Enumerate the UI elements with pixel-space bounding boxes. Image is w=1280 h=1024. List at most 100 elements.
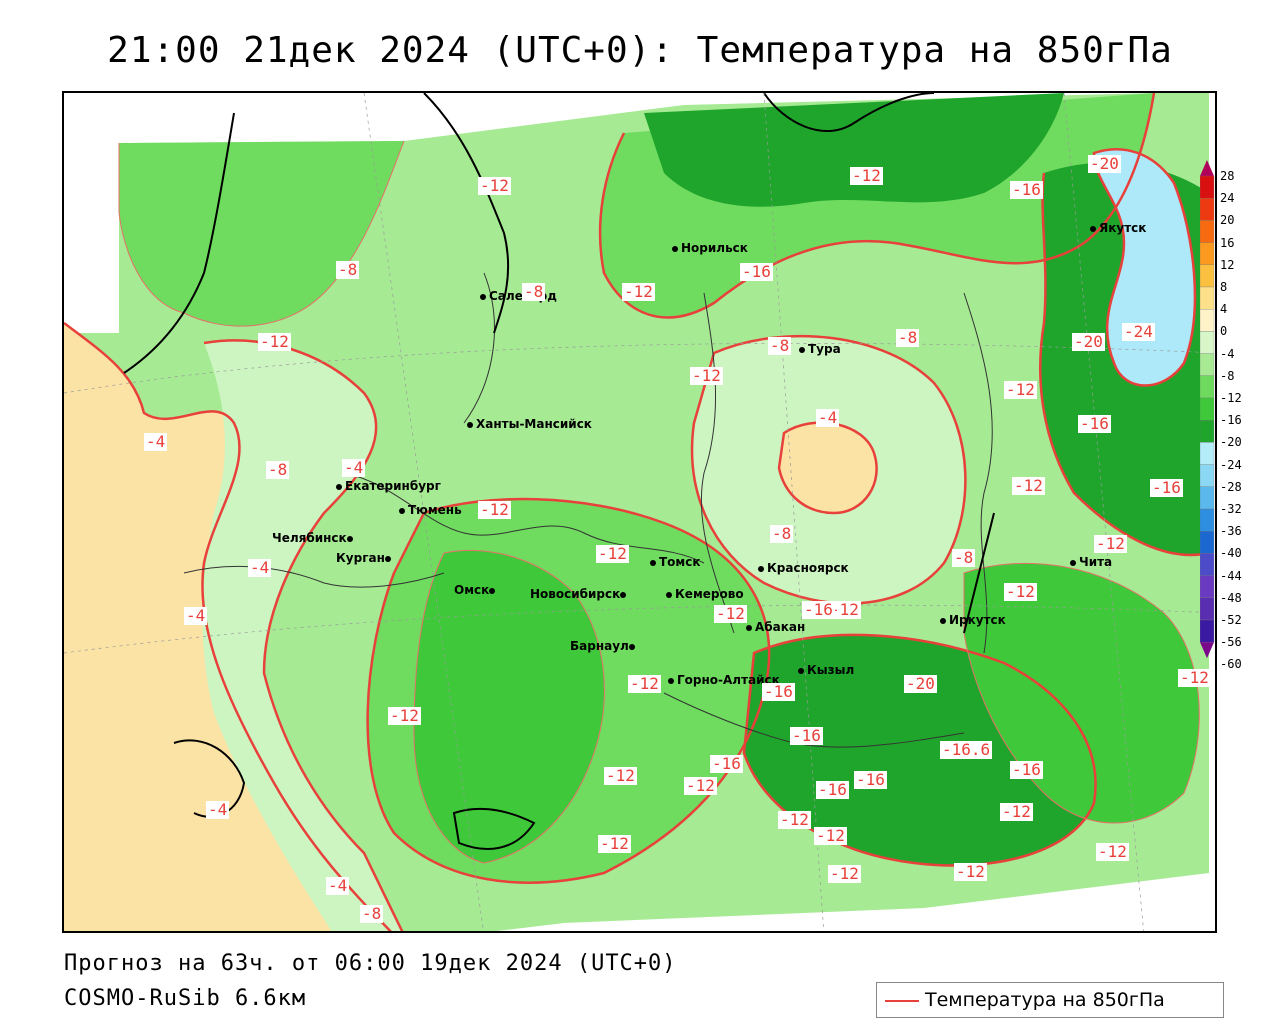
colorbar-swatch xyxy=(1200,442,1215,465)
colorbar xyxy=(1200,160,1215,659)
temp-label: -4 xyxy=(342,458,366,477)
map-frame[interactable]: Норильск Якутск Салехард Тура Ханты-Манс… xyxy=(62,91,1217,933)
legend: Температура на 850гПа xyxy=(876,982,1224,1018)
mid-green-west-siberia xyxy=(414,550,605,863)
temp-label: -12 xyxy=(814,826,847,845)
temp-label: -12 xyxy=(598,834,631,853)
temp-label: -12 xyxy=(714,604,747,623)
city-novosibirsk: Новосибирск xyxy=(530,587,629,601)
temp-label: -16 xyxy=(790,726,823,745)
colorbar-tick-label: -32 xyxy=(1220,502,1242,516)
temp-label: -8 xyxy=(768,336,792,355)
temp-label: -12 xyxy=(258,332,291,351)
very-light-green-band xyxy=(202,340,403,931)
colorbar-tick-label: -20 xyxy=(1220,435,1242,450)
city-khanty-mansiysk: Ханты-Мансийск xyxy=(467,417,592,431)
temp-label: -8 xyxy=(360,904,384,923)
city-chita: Чита xyxy=(1070,555,1112,569)
temp-label: -12 xyxy=(1004,582,1037,601)
city-marker-icon xyxy=(799,346,805,353)
colorbar-swatch xyxy=(1200,420,1215,443)
legend-line-swatch xyxy=(885,1000,919,1002)
city-barnaul: Барнаул xyxy=(570,639,638,653)
colorbar-tick-label: 16 xyxy=(1220,235,1235,250)
colorbar-tick-label: -4 xyxy=(1220,346,1235,361)
colorbar-tick-label: -8 xyxy=(1220,368,1235,383)
city-chelyabinsk: Челябинск xyxy=(272,531,356,545)
colorbar-tick-label: -40 xyxy=(1220,546,1242,561)
warm-zone-central xyxy=(779,422,877,513)
cold-zone-yakutsk xyxy=(1094,149,1195,386)
temp-label: -16 xyxy=(710,754,743,773)
city-marker-icon xyxy=(628,643,635,650)
temp-label: -12 xyxy=(1178,668,1211,687)
temp-label: -12 xyxy=(1012,476,1045,495)
city-yakutsk: Якутск xyxy=(1090,221,1146,235)
city-irkutsk: Иркутск xyxy=(940,613,1006,627)
temp-label: -12 xyxy=(1096,842,1129,861)
city-marker-icon xyxy=(746,624,752,631)
colorbar-tick-label: 20 xyxy=(1220,213,1235,228)
temp-label: -12 xyxy=(604,766,637,785)
temp-label: -16 xyxy=(816,780,849,799)
city-marker-icon xyxy=(1090,225,1096,232)
temp-label: -12 xyxy=(828,864,861,883)
colorbar-tick-label: -52 xyxy=(1220,613,1242,627)
temp-label: -4 xyxy=(144,432,168,451)
colorbar-tick-label: -44 xyxy=(1220,568,1242,583)
colorbar-swatch xyxy=(1200,531,1215,554)
temp-label: -12 xyxy=(1000,802,1033,821)
colorbar-tick-label: -16 xyxy=(1220,413,1242,428)
colorbar-swatch xyxy=(1200,508,1215,532)
legend-label: Температура на 850гПа xyxy=(925,989,1165,1011)
temp-label: -8 xyxy=(266,460,290,479)
city-marker-icon xyxy=(467,421,473,428)
temp-label: -12 xyxy=(1004,380,1037,399)
colorbar-swatch xyxy=(1200,286,1215,310)
temp-label: -16 xyxy=(740,262,773,281)
city-yekaterinburg: Екатеринбург xyxy=(336,479,441,493)
colorbar-tick-label: -60 xyxy=(1220,657,1242,672)
temp-label: -12 xyxy=(628,674,661,693)
city-tura: Тура xyxy=(799,342,841,356)
temp-label: -12 xyxy=(850,166,883,185)
city-marker-icon xyxy=(346,535,353,542)
colorbar-tick-label: 0 xyxy=(1220,324,1228,339)
city-omsk: Омск xyxy=(454,583,498,597)
colorbar-arrow-bottom xyxy=(1200,642,1214,659)
colorbar-tick-label: -36 xyxy=(1220,524,1242,539)
temp-label: -8 xyxy=(522,282,546,301)
temp-label: -12 xyxy=(478,500,511,519)
city-marker-icon xyxy=(650,559,656,566)
colorbar-tick-label: -56 xyxy=(1220,635,1242,650)
thin-contours xyxy=(118,140,1200,864)
colorbar-swatch xyxy=(1200,375,1215,399)
colorbar-tick-label: -48 xyxy=(1220,590,1242,605)
temp-label: -8 xyxy=(770,524,794,543)
temperature-contours xyxy=(64,93,1210,931)
colorbar-swatch xyxy=(1200,464,1215,487)
city-abakan: Абакан xyxy=(746,620,805,634)
green-zone-northwest xyxy=(119,141,404,327)
forecast-info: Прогноз на 63ч. от 06:00 19дек 2024 (UTC… xyxy=(64,951,677,976)
city-marker-icon xyxy=(672,245,678,252)
city-norilsk: Норильск xyxy=(672,241,748,255)
temp-label: -4 xyxy=(206,800,230,819)
city-gorno-altaysk: Горно-Алтайск xyxy=(668,673,780,687)
temp-label: -12 xyxy=(388,706,421,725)
model-info: COSMO-RuSib 6.6км xyxy=(64,986,307,1011)
colorbar-swatch xyxy=(1200,220,1215,243)
city-marker-icon xyxy=(666,591,672,598)
temp-label: -12 xyxy=(954,862,987,881)
city-marker-icon xyxy=(399,507,405,514)
mid-green-southeast xyxy=(964,563,1200,823)
temp-label: -24 xyxy=(1122,322,1155,341)
colorbar-tick-label: -24 xyxy=(1220,457,1242,472)
temp-label: -20 xyxy=(1088,154,1121,173)
colorbar-swatch xyxy=(1200,575,1215,598)
city-kemerovo: Кемерово xyxy=(666,587,744,601)
colorbar-tick-label: 8 xyxy=(1220,280,1228,294)
temp-label: -16.6 xyxy=(940,740,993,759)
temp-label: -12 xyxy=(828,600,861,619)
temperature-map xyxy=(64,93,1215,931)
